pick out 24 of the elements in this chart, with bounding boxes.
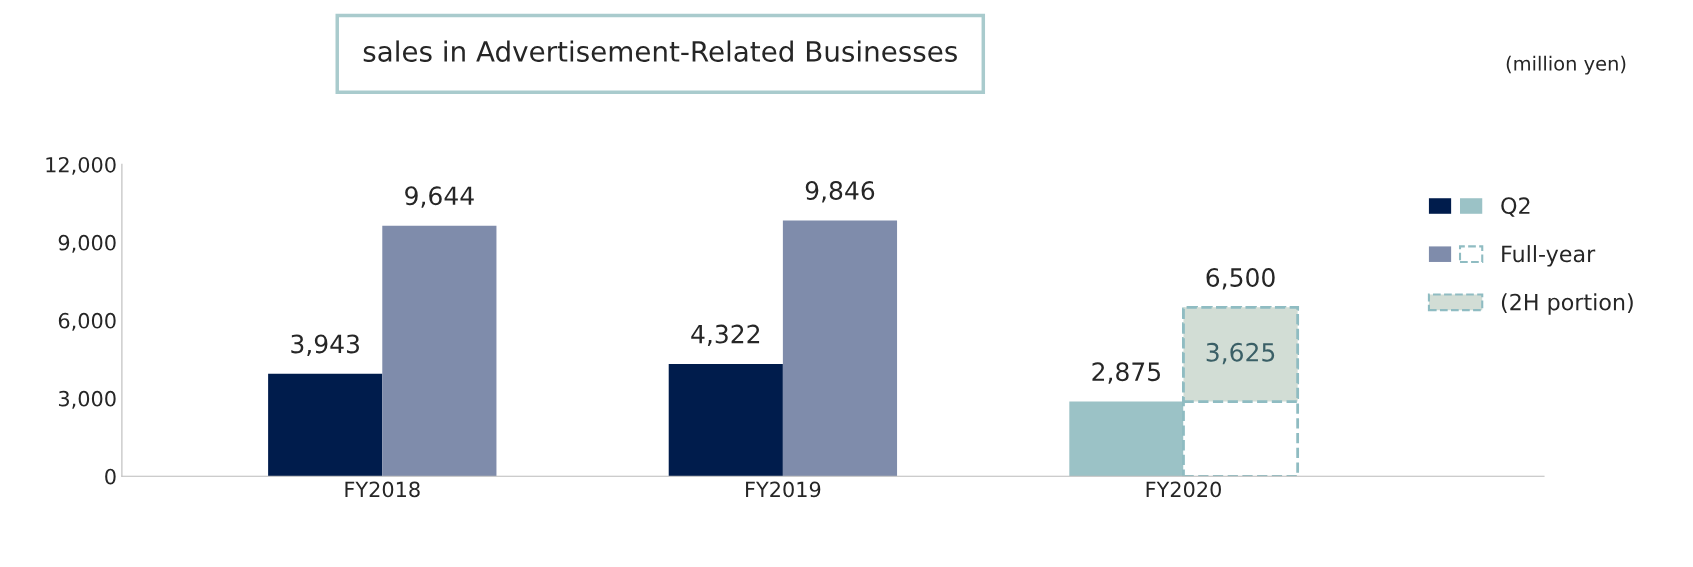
y-tick-label: 12,000 (46, 156, 116, 175)
data-label: 6,500 (1206, 268, 1275, 290)
data-label: 3,625 (1206, 342, 1275, 365)
y-tick-label: 6,000 (58, 312, 116, 331)
bar (382, 225, 497, 477)
data-label: 2,875 (1092, 362, 1160, 384)
y-tick-label: 3,000 (58, 390, 116, 409)
data-label: 3,943 (291, 334, 359, 356)
data-label: 9,644 (405, 186, 474, 208)
legend-label: (2H portion) (1501, 293, 1633, 315)
text: (million yen) (1506, 55, 1626, 75)
y-tick-label: 9,000 (58, 234, 116, 253)
bar (668, 363, 783, 477)
x-tick-label: FY2020 (1146, 481, 1221, 498)
x-tick-label: FY2019 (746, 481, 821, 498)
data-label: 9,846 (805, 181, 875, 203)
bar (782, 220, 898, 477)
legend-label: Q2 (1501, 197, 1530, 217)
legend-label: Full-year (1502, 245, 1596, 267)
y-tick-label: 0 (105, 468, 116, 485)
x-tick-label: FY2018 (345, 481, 420, 498)
data-label: 4,322 (691, 324, 760, 347)
bar (268, 373, 383, 477)
chart-title: sales in Advertisement-Related Businesses (363, 40, 957, 62)
